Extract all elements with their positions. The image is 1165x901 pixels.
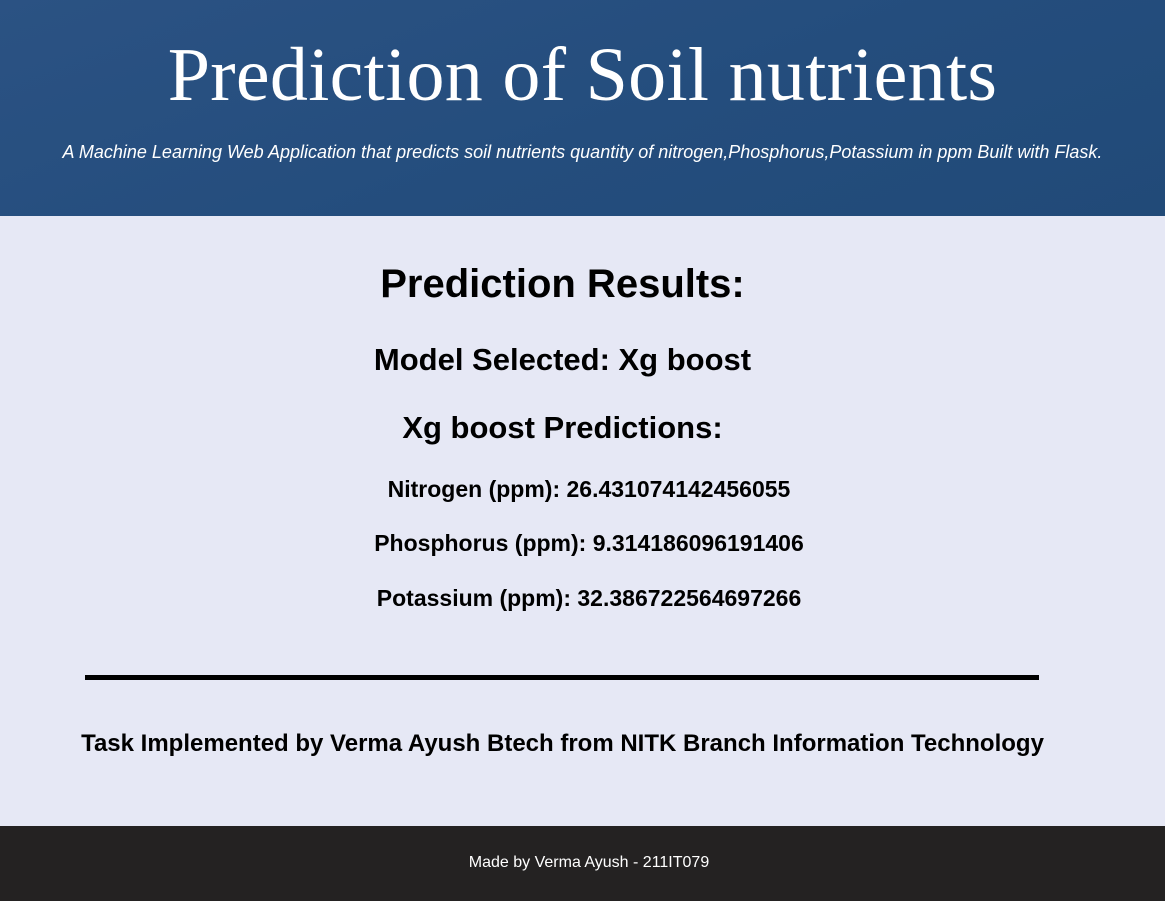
results-heading: Prediction Results: (380, 262, 745, 306)
results-section: Prediction Results: Model Selected: Xg b… (0, 216, 1165, 826)
page-title: Prediction of Soil nutrients (167, 33, 998, 117)
predictions-heading: Xg boost Predictions: (402, 410, 723, 445)
page-footer: Made by Verma Ayush - 211IT079 (0, 826, 1165, 901)
phosphorus-value: Phosphorus (ppm): 9.314186096191406 (374, 530, 804, 556)
page-subtitle: A Machine Learning Web Application that … (62, 142, 1103, 162)
nitrogen-value: Nitrogen (ppm): 26.431074142456055 (387, 476, 791, 502)
footer-text: Made by Verma Ayush - 211IT079 (468, 854, 710, 871)
page-header: Prediction of Soil nutrients A Machine L… (0, 0, 1165, 216)
credit-text: Task Implemented by Verma Ayush Btech fr… (81, 730, 1044, 757)
potassium-value: Potassium (ppm): 32.386722564697266 (376, 585, 802, 611)
horizontal-divider (85, 675, 1039, 680)
model-selected-text: Model Selected: Xg boost (373, 342, 752, 377)
